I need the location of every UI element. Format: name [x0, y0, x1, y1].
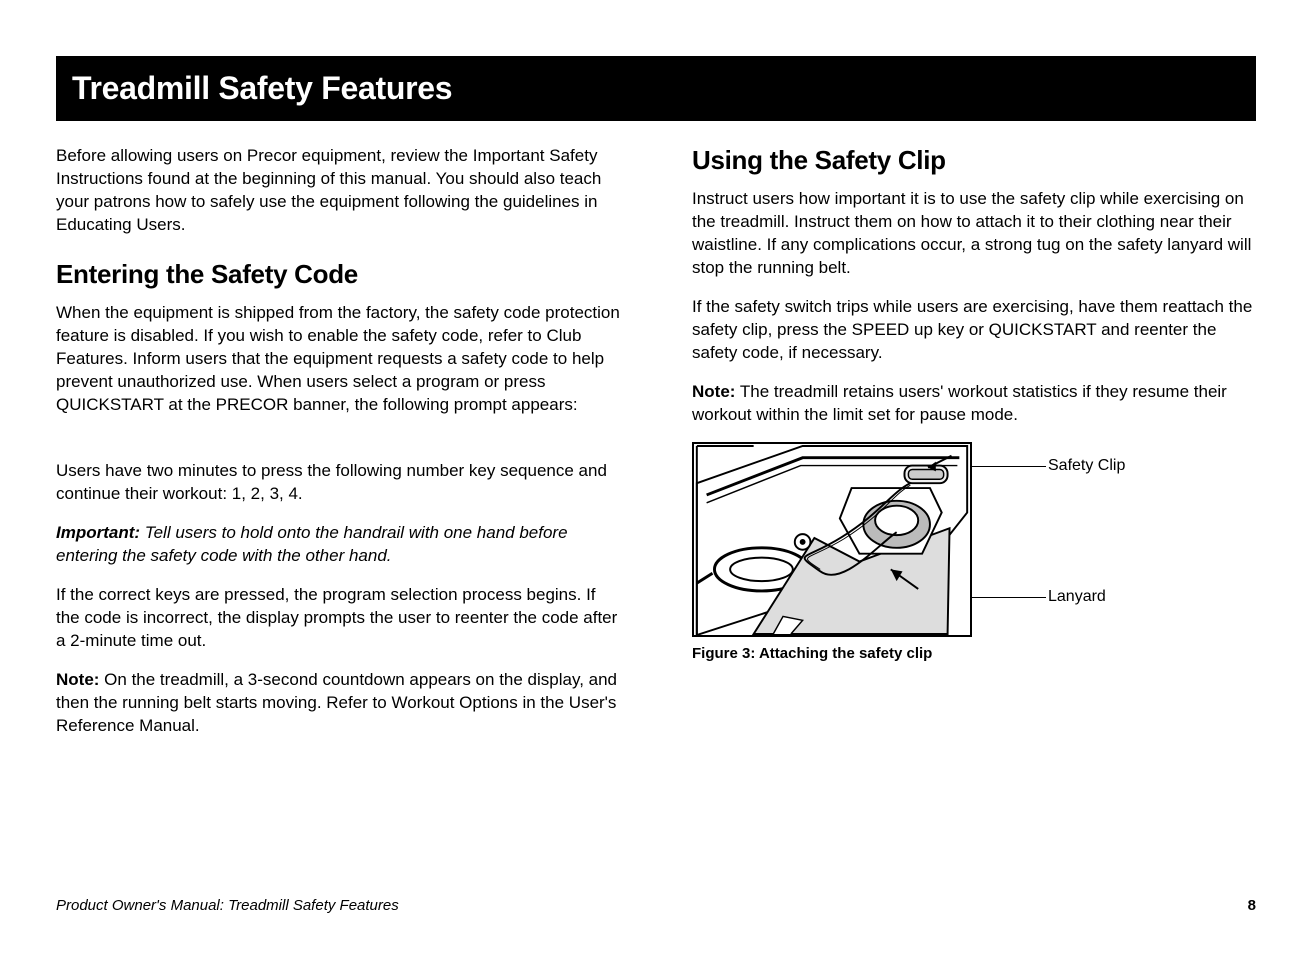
note-text: On the treadmill, a 3-second countdown a…	[56, 670, 617, 735]
leader-line-lanyard	[972, 597, 1046, 598]
note-label: Note:	[692, 382, 735, 401]
figure-label-lanyard: Lanyard	[1048, 588, 1106, 606]
section-banner: Treadmill Safety Features	[56, 56, 1256, 121]
page-footer: Product Owner's Manual: Treadmill Safety…	[56, 897, 1256, 914]
note-text: The treadmill retains users' workout sta…	[692, 382, 1227, 424]
figure-label-safety-clip: Safety Clip	[1048, 457, 1125, 475]
intro-paragraph: Before allowing users on Precor equipmen…	[56, 145, 620, 237]
heading-entering-safety-code: Entering the Safety Code	[56, 259, 620, 290]
safety-clip-illustration	[692, 442, 972, 637]
two-column-layout: Before allowing users on Precor equipmen…	[56, 145, 1256, 754]
page-number: 8	[1248, 897, 1256, 914]
figure-3-image: Safety Clip Lanyard	[692, 442, 1252, 637]
heading-using-safety-clip: Using the Safety Clip	[692, 145, 1256, 176]
using-p1: Instruct users how important it is to us…	[692, 188, 1256, 280]
entering-p2: Users have two minutes to press the foll…	[56, 460, 620, 506]
treadmill-note: Note: On the treadmill, a 3-second count…	[56, 669, 620, 738]
figure-3-caption: Figure 3: Attaching the safety clip	[692, 645, 1256, 662]
entering-p3: If the correct keys are pressed, the pro…	[56, 584, 620, 653]
note-label: Note:	[56, 670, 99, 689]
figure-3: Safety Clip Lanyard Figure 3: Attaching …	[692, 442, 1256, 662]
entering-p1: When the equipment is shipped from the f…	[56, 302, 620, 417]
page: Treadmill Safety Features Before allowin…	[0, 0, 1312, 954]
leader-line-clip	[972, 466, 1046, 467]
using-p2: If the safety switch trips while users a…	[692, 296, 1256, 365]
page-title: Treadmill Safety Features	[72, 70, 1240, 107]
retain-stats-note: Note: The treadmill retains users' worko…	[692, 381, 1256, 427]
left-column: Before allowing users on Precor equipmen…	[56, 145, 620, 754]
footer-text: Product Owner's Manual: Treadmill Safety…	[56, 897, 399, 914]
important-label: Important:	[56, 523, 140, 542]
important-note: Important: Tell users to hold onto the h…	[56, 522, 620, 568]
right-column: Using the Safety Clip Instruct users how…	[692, 145, 1256, 754]
